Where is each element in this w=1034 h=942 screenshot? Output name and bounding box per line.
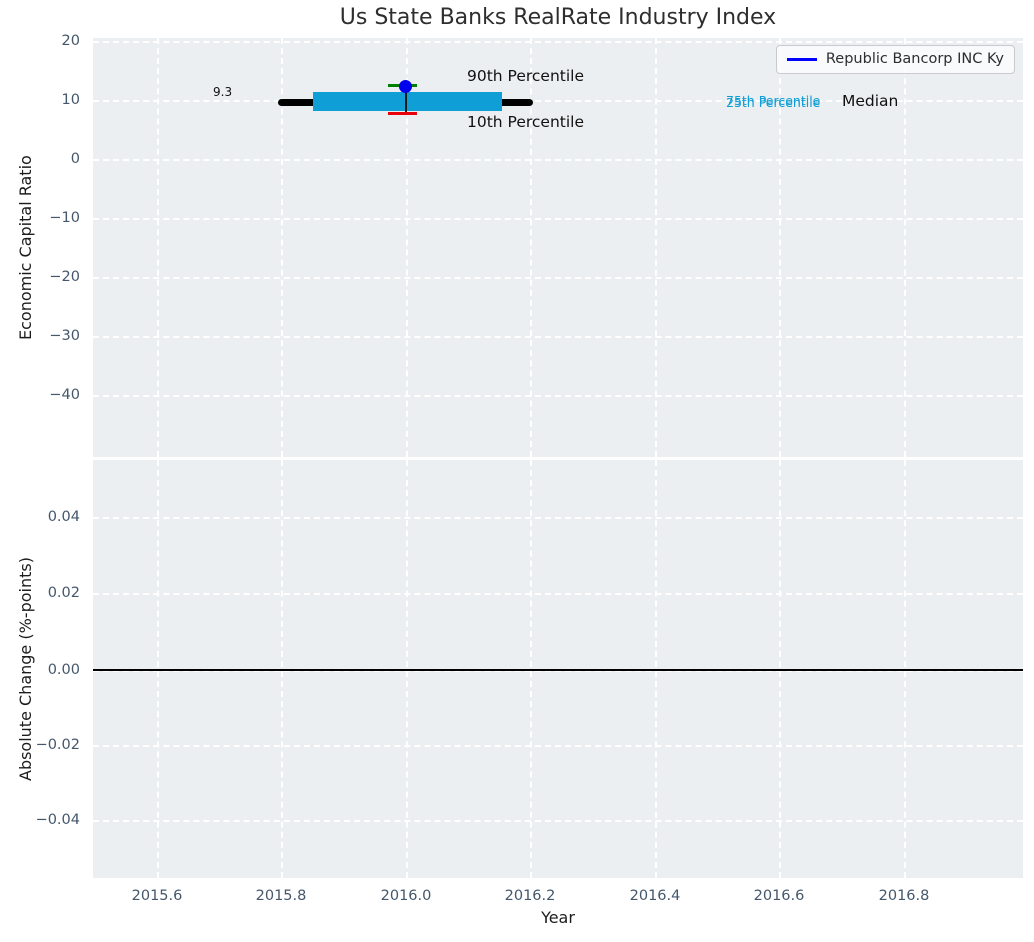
gridline bbox=[93, 218, 1023, 220]
company-data-point bbox=[399, 80, 412, 93]
xtick-label: 2015.8 bbox=[255, 888, 307, 904]
ytick-label: −20 bbox=[49, 269, 80, 285]
gridline bbox=[157, 38, 159, 457]
gridline bbox=[93, 277, 1023, 279]
ytick-label: −10 bbox=[49, 210, 80, 226]
gridline bbox=[93, 670, 1023, 672]
p10-annotation: 10th Percentile bbox=[467, 113, 585, 131]
gridline bbox=[93, 336, 1023, 338]
p25-annotation: 25th Percentile bbox=[726, 95, 821, 110]
xtick-label: 2016.0 bbox=[380, 888, 432, 904]
ytick-label: −0.02 bbox=[35, 737, 80, 753]
ytick-label: −0.04 bbox=[35, 812, 80, 828]
ytick-label: 0.04 bbox=[47, 509, 80, 525]
gridline bbox=[93, 517, 1023, 519]
zero-change-line bbox=[93, 669, 1023, 671]
chart-title: Us State Banks RealRate Industry Index bbox=[339, 5, 777, 30]
ytick-label: −40 bbox=[49, 387, 80, 403]
gridline bbox=[406, 38, 408, 457]
legend-series-label: Republic Bancorp INC Ky bbox=[825, 51, 1004, 67]
gridline bbox=[93, 100, 1023, 102]
ytick-label: 20 bbox=[61, 33, 80, 49]
median-value-label: 9.3 bbox=[213, 85, 233, 99]
xtick-label: 2016.2 bbox=[504, 888, 556, 904]
percentile-10-cap bbox=[388, 112, 417, 115]
p90-annotation: 90th Percentile bbox=[467, 67, 585, 85]
gridline bbox=[93, 820, 1023, 822]
ytick-label: 0.02 bbox=[47, 585, 80, 601]
top-subplot: 9.3 90th Percentile 10th Percentile 75th… bbox=[93, 38, 1023, 457]
p75-annotation: 75th Percentile bbox=[726, 93, 821, 108]
bottom-subplot bbox=[93, 460, 1023, 878]
xtick-label: 2016.8 bbox=[878, 888, 930, 904]
ytick-label: 0 bbox=[70, 151, 80, 167]
ytick-label: 10 bbox=[61, 92, 80, 108]
median-annotation: Median bbox=[842, 92, 899, 110]
gridline bbox=[93, 395, 1023, 397]
legend: Republic Bancorp INC Ky bbox=[775, 45, 1015, 74]
whisker-stem bbox=[405, 85, 407, 113]
gridline bbox=[530, 38, 532, 457]
gridline bbox=[281, 38, 283, 457]
gridline bbox=[904, 38, 906, 457]
x-axis-label: Year bbox=[541, 908, 575, 927]
ytick-label: 0.00 bbox=[47, 662, 80, 678]
xtick-label: 2015.6 bbox=[131, 888, 183, 904]
ytick-label: −30 bbox=[49, 328, 80, 344]
y-axis-label-top: Economic Capital Ratio bbox=[16, 155, 35, 340]
y-axis-label-bottom: Absolute Change (%-points) bbox=[16, 557, 35, 781]
gridline bbox=[93, 159, 1023, 161]
xtick-label: 2016.6 bbox=[753, 888, 805, 904]
percentile-25-75-bar bbox=[313, 92, 502, 111]
legend-line-sample bbox=[786, 57, 817, 61]
gridline bbox=[655, 38, 657, 457]
gridline bbox=[93, 593, 1023, 595]
gridline bbox=[779, 38, 781, 457]
gridline bbox=[93, 745, 1023, 747]
gridline bbox=[93, 41, 1023, 43]
xtick-label: 2016.4 bbox=[629, 888, 681, 904]
